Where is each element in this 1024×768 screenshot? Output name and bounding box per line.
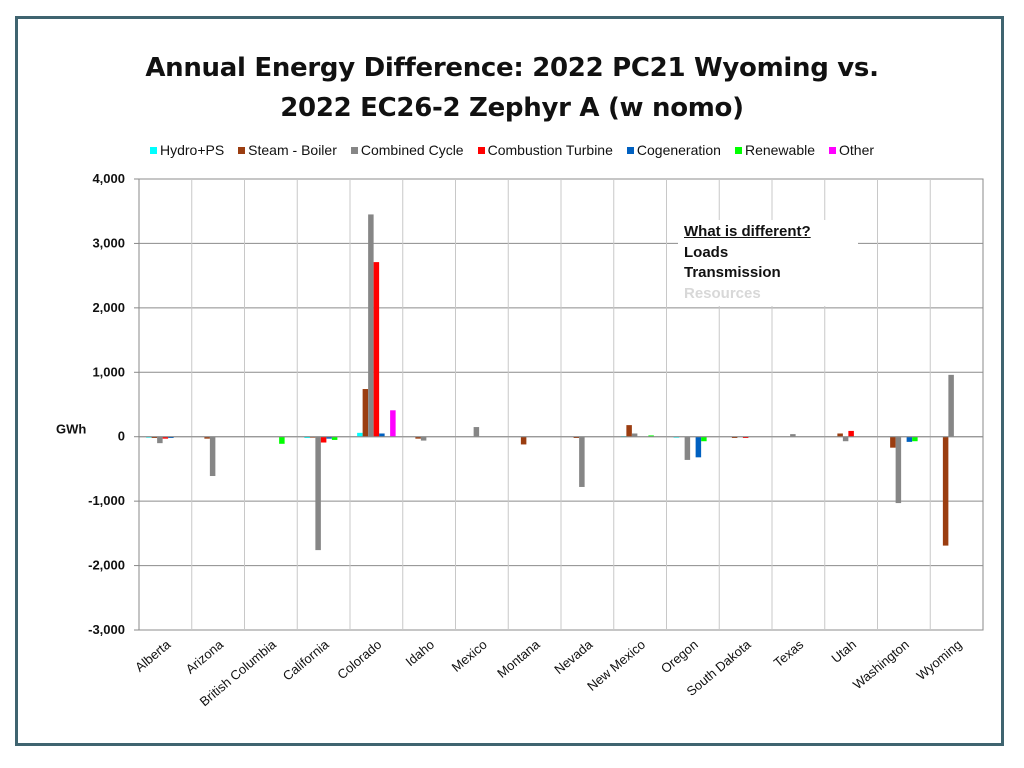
legend-label: Steam - Boiler <box>248 142 337 158</box>
bar <box>895 436 902 504</box>
legend-label: Hydro+PS <box>159 142 225 158</box>
bar <box>837 433 843 437</box>
bar <box>162 436 169 439</box>
bar <box>695 436 702 458</box>
legend-label: Renewable <box>744 142 816 158</box>
callout-line-transmission: Transmission <box>684 264 781 281</box>
bar <box>320 436 327 443</box>
x-tick-label: Washington <box>850 637 912 692</box>
legend-entry: Combined Cycle <box>350 142 464 158</box>
bar <box>842 436 849 442</box>
y-tick-label: -1,000 <box>88 493 125 508</box>
chart-legend: Hydro+PS Steam - Boiler Combined Cycle Comb… <box>0 142 1024 158</box>
bar <box>390 410 396 437</box>
legend-swatch <box>477 147 485 154</box>
y-axis-label: GWh <box>56 422 86 437</box>
bar <box>168 436 174 439</box>
y-tick-label: 2,000 <box>92 300 125 315</box>
bar <box>684 436 691 460</box>
bar <box>520 436 527 445</box>
y-tick-label: 3,000 <box>92 235 125 250</box>
bar <box>279 436 285 444</box>
bar <box>942 436 949 546</box>
x-tick-label: Mexico <box>449 637 490 675</box>
bar <box>209 436 216 477</box>
legend-entry: Hydro+PS <box>149 142 225 158</box>
bar <box>331 436 338 440</box>
bar <box>315 436 321 551</box>
bar <box>379 433 385 437</box>
x-tick-label: New Mexico <box>584 637 648 694</box>
legend-label: Combustion Turbine <box>487 142 613 158</box>
bar <box>304 436 310 439</box>
legend-label: Cogeneration <box>636 142 721 158</box>
x-tick-label: Nevada <box>551 636 596 677</box>
x-tick-label: Utah <box>828 637 859 666</box>
bar <box>573 436 580 439</box>
legend-entry: Steam - Boiler <box>238 142 337 158</box>
x-tick-label: Alberta <box>132 636 174 674</box>
bar <box>368 214 374 437</box>
bar <box>626 425 632 437</box>
chart-title-line1: Annual Energy Difference: 2022 PC21 Wyom… <box>145 53 879 83</box>
bar <box>731 436 738 439</box>
callout-heading: What is different? <box>684 223 811 240</box>
y-tick-label: -3,000 <box>88 622 125 637</box>
y-tick-label: 1,000 <box>92 364 125 379</box>
bar <box>151 436 158 439</box>
legend-swatch <box>350 147 358 154</box>
y-tick-label: -2,000 <box>88 558 125 573</box>
x-tick-label: Colorado <box>334 637 384 682</box>
legend-swatch <box>149 147 157 154</box>
x-tick-label: California <box>280 636 332 683</box>
x-tick-label: Wyoming <box>913 637 964 683</box>
slide-frame <box>15 16 1004 746</box>
legend-entry: Cogeneration <box>626 142 721 158</box>
bar <box>362 389 369 437</box>
bar <box>948 374 954 437</box>
callout-line-resources: Resources <box>684 284 761 302</box>
chart-title-line2: 2022 EC26-2 Zephyr A (w nomo) <box>280 93 744 123</box>
bar <box>912 436 918 442</box>
legend-swatch <box>238 147 246 154</box>
legend-swatch <box>734 147 742 154</box>
bar <box>701 436 707 442</box>
bar <box>790 434 796 437</box>
bar <box>631 433 638 437</box>
x-tick-label: Arizona <box>183 636 227 676</box>
y-tick-label: 0 <box>118 429 125 444</box>
bar <box>326 436 332 439</box>
x-tick-label: Idaho <box>402 637 437 669</box>
legend-label: Other <box>839 142 875 158</box>
x-tick-label: Texas <box>771 636 807 670</box>
bar <box>648 435 654 437</box>
legend-entry: Combustion Turbine <box>477 142 613 158</box>
bar <box>157 436 163 444</box>
legend-entry: Other <box>829 142 874 158</box>
bar <box>579 436 585 487</box>
legend-swatch <box>626 147 634 154</box>
bar <box>415 436 421 439</box>
bar <box>890 436 896 448</box>
callout-line-loads: Loads <box>684 243 729 261</box>
legend-label: Combined Cycle <box>360 142 464 158</box>
bar <box>373 262 380 437</box>
x-tick-label: Montana <box>494 636 543 681</box>
bar <box>906 436 913 442</box>
bar <box>204 436 210 439</box>
bar <box>420 436 427 441</box>
chart-title: Annual Energy Difference: 2022 PC21 Wyom… <box>0 48 1024 128</box>
bar <box>357 432 363 437</box>
bar <box>473 427 480 437</box>
x-tick-label: Oregon <box>658 637 701 676</box>
legend-swatch <box>829 147 837 154</box>
bar <box>742 436 749 439</box>
legend-entry: Renewable <box>734 142 816 158</box>
callout-box: What is different? Loads Transmission Re… <box>678 220 858 306</box>
y-tick-label: 4,000 <box>92 171 125 186</box>
bar <box>848 430 854 437</box>
